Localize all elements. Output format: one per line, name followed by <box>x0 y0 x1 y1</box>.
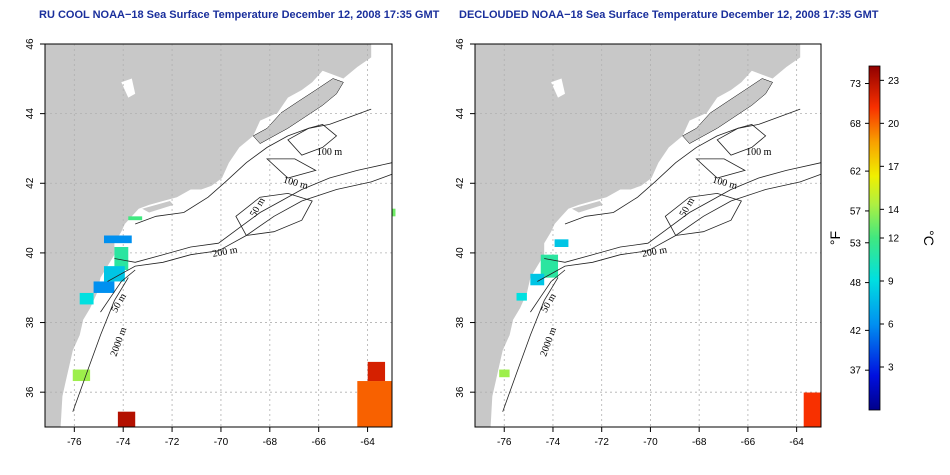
sst-patch <box>72 369 91 382</box>
lake <box>551 78 565 98</box>
bathymetry-contour <box>544 162 822 263</box>
lon-tick-label: -74 <box>116 437 131 448</box>
fahrenheit-tick-label: 57 <box>850 206 862 217</box>
bathymetry-contour <box>235 192 313 236</box>
sst-patch <box>114 246 129 270</box>
sst-patch <box>516 292 527 301</box>
lat-tick-label: 36 <box>25 386 36 398</box>
fahrenheit-tick-label: 37 <box>850 366 862 377</box>
celsius-tick-label: 23 <box>888 76 900 87</box>
sst-patch <box>367 361 386 382</box>
fahrenheit-tick-label: 68 <box>850 119 862 130</box>
contour-label: 100 m <box>317 147 343 158</box>
lat-tick-label: 46 <box>455 38 466 50</box>
contour-label: 200 m <box>641 245 668 260</box>
sst-patch <box>103 235 132 244</box>
celsius-tick-label: 14 <box>888 205 900 216</box>
sst-patch <box>128 216 143 221</box>
sst-patch <box>93 281 115 293</box>
lat-tick-label: 42 <box>25 177 36 189</box>
nova-scotia <box>682 78 773 144</box>
bathymetry-contour <box>114 162 393 263</box>
lat-tick-label: 36 <box>455 386 466 398</box>
fahrenheit-tick-label: 48 <box>850 278 862 289</box>
fahrenheit-tick-label: 62 <box>850 167 862 178</box>
long-island <box>571 201 603 213</box>
lon-tick-label: -70 <box>214 437 229 448</box>
sst-patch <box>79 292 94 305</box>
bathymetry-contour <box>287 123 338 156</box>
bathymetry-contour <box>664 192 742 236</box>
fahrenheit-tick-label: 42 <box>850 326 862 337</box>
sst-patch <box>103 266 125 282</box>
lon-tick-label: -64 <box>789 437 804 448</box>
lat-tick-label: 44 <box>25 108 36 120</box>
bathymetry-contour <box>695 158 746 179</box>
bathymetry-contour <box>716 123 767 156</box>
bathymetry-contour <box>100 269 136 313</box>
lon-tick-label: -72 <box>165 437 180 448</box>
lon-tick-label: -68 <box>692 437 707 448</box>
sst-patch <box>117 411 136 427</box>
celsius-unit-label: °C <box>921 230 937 246</box>
celsius-tick-label: 20 <box>888 119 900 130</box>
bathymetry-contour <box>72 277 129 412</box>
lon-tick-label: -68 <box>263 437 278 448</box>
fahrenheit-tick-label: 53 <box>850 238 862 249</box>
bathymetry-contour <box>530 269 566 313</box>
celsius-tick-label: 17 <box>888 162 900 173</box>
celsius-tick-label: 12 <box>888 234 900 245</box>
colorbar: 23 73 20 68 17 62 14 57 12 53 9 48 6 42 3 37 °F °C <box>827 65 937 411</box>
lon-tick-label: -66 <box>741 437 756 448</box>
lon-tick-label: -74 <box>546 437 561 448</box>
celsius-tick-label: 3 <box>888 363 894 374</box>
bathymetry-contour <box>564 108 801 225</box>
celsius-tick-label: 6 <box>888 320 894 331</box>
lat-tick-label: 46 <box>25 38 36 50</box>
lat-tick-label: 40 <box>25 247 36 259</box>
colorbar-gradient <box>868 65 881 411</box>
bathymetry-contour <box>135 108 372 225</box>
fahrenheit-tick-label: 73 <box>850 79 862 90</box>
celsius-tick-label: 9 <box>888 277 894 288</box>
lon-tick-label: -70 <box>643 437 658 448</box>
lon-tick-label: -66 <box>311 437 326 448</box>
contour-label: 100 m <box>746 147 772 158</box>
sst-patch <box>499 369 510 378</box>
left-map-title: RU COOL NOAA−18 Sea Surface Temperature … <box>39 9 440 21</box>
lon-tick-label: -64 <box>360 437 375 448</box>
land-mass <box>475 44 801 427</box>
lon-tick-label: -72 <box>594 437 609 448</box>
sst-patch <box>357 381 392 427</box>
bathymetry-contour <box>502 277 559 412</box>
sst-patch <box>392 208 396 217</box>
land-mass <box>45 44 372 427</box>
right-map-title: DECLOUDED NOAA−18 Sea Surface Temperatur… <box>459 9 879 21</box>
lat-tick-label: 40 <box>455 247 466 259</box>
nova-scotia <box>252 78 344 144</box>
lon-tick-label: -76 <box>497 437 512 448</box>
lat-tick-label: 42 <box>455 177 466 189</box>
sst-patch <box>803 392 821 427</box>
lat-tick-label: 44 <box>455 108 466 120</box>
map-frame <box>44 43 393 428</box>
lon-tick-label: -76 <box>67 437 82 448</box>
map-frame <box>474 43 822 428</box>
lat-tick-label: 38 <box>25 317 36 329</box>
sst-patch <box>530 273 545 286</box>
bathymetry-contour <box>266 158 317 179</box>
long-island <box>142 201 174 213</box>
contour-label: 200 m <box>212 245 239 260</box>
sst-patch <box>554 239 569 247</box>
fahrenheit-unit-label: °F <box>827 231 843 245</box>
lake <box>121 78 136 98</box>
lat-tick-label: 38 <box>455 317 466 329</box>
